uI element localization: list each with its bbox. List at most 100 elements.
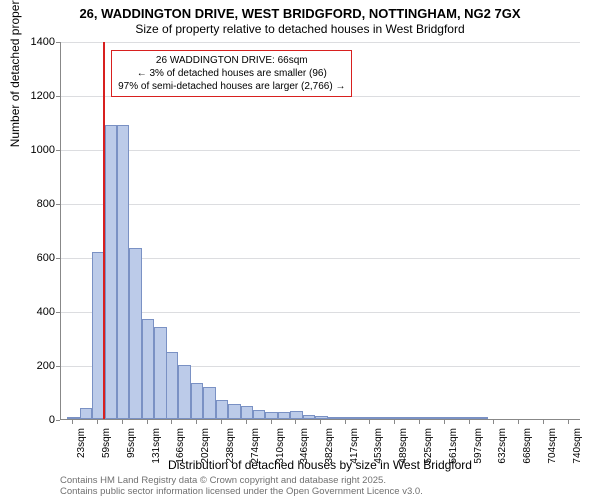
- xtick-label: 95sqm: [126, 428, 137, 472]
- histogram-bar: [142, 319, 154, 419]
- ytick-mark: [56, 312, 60, 313]
- ytick-mark: [56, 42, 60, 43]
- gridline: [61, 150, 580, 151]
- xtick-mark: [444, 420, 445, 424]
- histogram-chart: 26, WADDINGTON DRIVE, WEST BRIDGFORD, NO…: [0, 0, 600, 500]
- histogram-bar: [191, 383, 203, 419]
- histogram-bar: [129, 248, 141, 419]
- xtick-label: 740sqm: [572, 428, 583, 472]
- histogram-bar: [228, 404, 240, 419]
- attribution-text: Contains HM Land Registry data © Crown c…: [60, 475, 423, 498]
- ytick-label: 600: [15, 252, 55, 264]
- histogram-bar: [475, 417, 487, 419]
- histogram-bar: [426, 417, 438, 419]
- annotation-line: 97% of semi-detached houses are larger (…: [118, 80, 345, 93]
- histogram-bar: [178, 365, 190, 419]
- histogram-bar: [117, 125, 129, 419]
- attribution-line1: Contains HM Land Registry data © Crown c…: [60, 475, 423, 486]
- ytick-mark: [56, 204, 60, 205]
- xtick-mark: [271, 420, 272, 424]
- annotation-line: 26 WADDINGTON DRIVE: 66sqm: [118, 54, 345, 67]
- attribution-line2: Contains public sector information licen…: [60, 486, 423, 497]
- histogram-bar: [154, 327, 166, 419]
- xtick-mark: [221, 420, 222, 424]
- gridline: [61, 42, 580, 43]
- histogram-bar: [203, 387, 215, 419]
- xtick-label: 131sqm: [151, 428, 162, 472]
- xtick-label: 632sqm: [497, 428, 508, 472]
- xtick-label: 561sqm: [448, 428, 459, 472]
- ytick-label: 400: [15, 306, 55, 318]
- ytick-label: 0: [15, 414, 55, 426]
- xtick-mark: [246, 420, 247, 424]
- xtick-label: 668sqm: [522, 428, 533, 472]
- histogram-bar: [389, 417, 401, 419]
- histogram-bar: [105, 125, 117, 419]
- annotation-box: 26 WADDINGTON DRIVE: 66sqm← 3% of detach…: [111, 50, 352, 97]
- xtick-mark: [518, 420, 519, 424]
- xtick-mark: [568, 420, 569, 424]
- xtick-mark: [122, 420, 123, 424]
- ytick-label: 1400: [15, 36, 55, 48]
- histogram-bar: [451, 417, 463, 419]
- ytick-mark: [56, 96, 60, 97]
- xtick-mark: [469, 420, 470, 424]
- ytick-mark: [56, 258, 60, 259]
- histogram-bar: [166, 352, 178, 420]
- gridline: [61, 204, 580, 205]
- histogram-bar: [315, 416, 327, 419]
- chart-subtitle: Size of property relative to detached ho…: [0, 22, 600, 36]
- y-axis-label: Number of detached properties: [8, 0, 22, 147]
- histogram-bar: [352, 417, 364, 419]
- histogram-bar: [80, 408, 92, 419]
- xtick-mark: [147, 420, 148, 424]
- histogram-bar: [339, 417, 351, 419]
- xtick-label: 274sqm: [250, 428, 261, 472]
- xtick-mark: [543, 420, 544, 424]
- histogram-bar: [464, 417, 476, 419]
- histogram-bar: [67, 417, 79, 419]
- xtick-mark: [419, 420, 420, 424]
- ytick-mark: [56, 420, 60, 421]
- plot-area: 26 WADDINGTON DRIVE: 66sqm← 3% of detach…: [60, 42, 580, 420]
- xtick-mark: [320, 420, 321, 424]
- xtick-mark: [369, 420, 370, 424]
- histogram-bar: [364, 417, 376, 419]
- xtick-label: 704sqm: [547, 428, 558, 472]
- ytick-label: 800: [15, 198, 55, 210]
- xtick-mark: [345, 420, 346, 424]
- xtick-label: 310sqm: [275, 428, 286, 472]
- xtick-mark: [97, 420, 98, 424]
- xtick-label: 346sqm: [299, 428, 310, 472]
- xtick-label: 382sqm: [324, 428, 335, 472]
- xtick-label: 489sqm: [398, 428, 409, 472]
- xtick-label: 525sqm: [423, 428, 434, 472]
- histogram-bar: [401, 417, 413, 419]
- xtick-mark: [295, 420, 296, 424]
- ytick-label: 1000: [15, 144, 55, 156]
- histogram-bar: [278, 412, 290, 419]
- xtick-mark: [394, 420, 395, 424]
- histogram-bar: [241, 406, 253, 420]
- xtick-label: 597sqm: [473, 428, 484, 472]
- histogram-bar: [216, 400, 228, 419]
- histogram-bar: [290, 411, 302, 419]
- xtick-mark: [171, 420, 172, 424]
- annotation-line: ← 3% of detached houses are smaller (96): [118, 67, 345, 80]
- xtick-label: 166sqm: [175, 428, 186, 472]
- chart-title: 26, WADDINGTON DRIVE, WEST BRIDGFORD, NO…: [0, 6, 600, 21]
- subject-marker-line: [103, 42, 105, 419]
- ytick-label: 1200: [15, 90, 55, 102]
- xtick-mark: [72, 420, 73, 424]
- xtick-mark: [196, 420, 197, 424]
- histogram-bar: [328, 417, 340, 419]
- histogram-bar: [253, 410, 265, 419]
- xtick-label: 238sqm: [225, 428, 236, 472]
- xtick-label: 453sqm: [373, 428, 384, 472]
- xtick-label: 417sqm: [349, 428, 360, 472]
- histogram-bar: [303, 415, 315, 419]
- xtick-label: 202sqm: [200, 428, 211, 472]
- histogram-bar: [377, 417, 389, 419]
- ytick-label: 200: [15, 360, 55, 372]
- xtick-label: 23sqm: [76, 428, 87, 472]
